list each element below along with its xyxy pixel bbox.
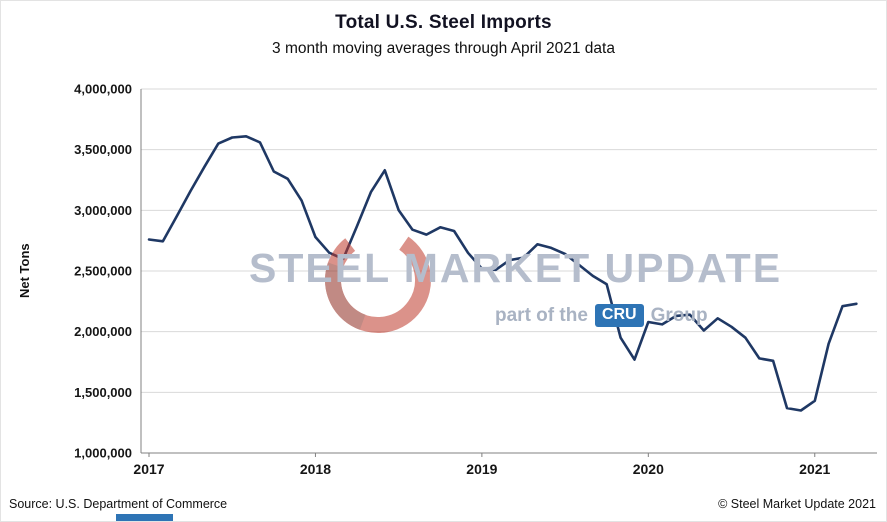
y-tick-label: 4,000,000 xyxy=(74,82,132,97)
x-tick-label: 2018 xyxy=(300,461,331,477)
y-tick-label: 1,500,000 xyxy=(74,385,132,400)
y-tick-label: 2,500,000 xyxy=(74,264,132,279)
x-tick-label: 2020 xyxy=(633,461,664,477)
source-note: Source: U.S. Department of Commerce xyxy=(9,497,228,511)
x-tick-label: 2021 xyxy=(799,461,830,477)
x-tick-label: 2019 xyxy=(466,461,497,477)
footer-logo-bar xyxy=(116,514,173,521)
y-tick-label: 2,000,000 xyxy=(74,324,132,339)
y-tick-label: 3,500,000 xyxy=(74,142,132,157)
chart-subtitle: 3 month moving averages through April 20… xyxy=(272,40,615,57)
chart-title: Total U.S. Steel Imports xyxy=(335,12,552,33)
plot-area: 4,000,000 3,500,000 3,000,000 2,500,000 2,00… xyxy=(1,71,886,491)
y-tick-label: 3,000,000 xyxy=(74,203,132,218)
imports-line-chart: 4,000,000 3,500,000 3,000,000 2,500,000 2,00… xyxy=(74,82,877,477)
steel-imports-series-line xyxy=(147,135,858,412)
x-tick-label: 2017 xyxy=(133,461,164,477)
y-tick-label: 1,000,000 xyxy=(74,446,132,461)
copyright-note: © Steel Market Update 2021 xyxy=(718,497,876,511)
y-axis-label: Net Tons xyxy=(17,243,32,299)
